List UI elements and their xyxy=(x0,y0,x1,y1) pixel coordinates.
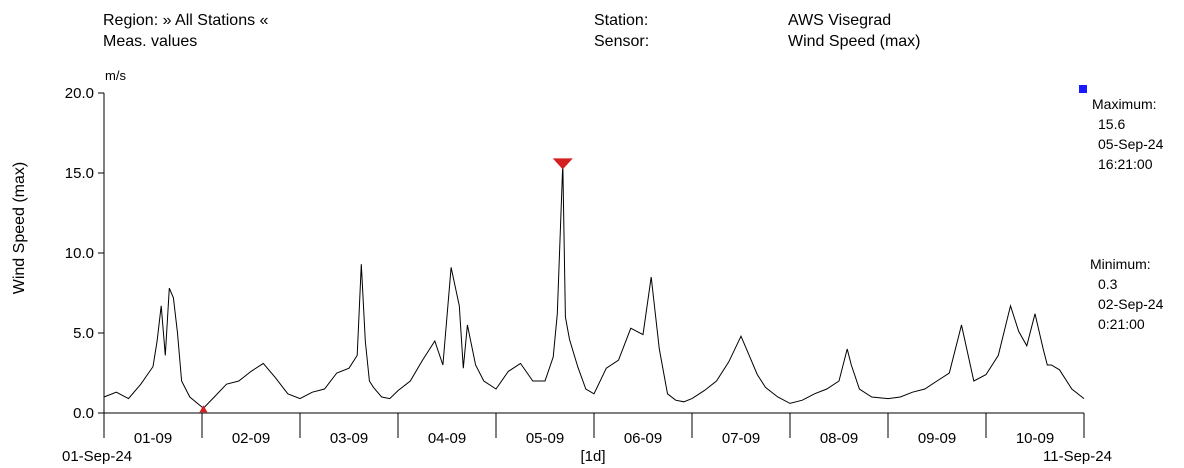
minimum-value: 0.3 xyxy=(1098,276,1118,292)
x-tick-label: 03-09 xyxy=(330,430,368,447)
sensor-key: Sensor: xyxy=(594,33,650,50)
maximum-value: 15.6 xyxy=(1098,116,1126,132)
chart-axes xyxy=(98,92,1085,438)
x-interval-label: [1d] xyxy=(580,448,605,465)
minimum-time: 0:21:00 xyxy=(1098,316,1145,332)
x-tick-label: 02-09 xyxy=(232,430,270,447)
max-marker xyxy=(552,158,573,170)
meas-values-label: Meas. values xyxy=(103,33,198,50)
minimum-label: Minimum: xyxy=(1090,256,1151,272)
sensor-value: Wind Speed (max) xyxy=(788,33,921,50)
y-unit-label: m/s xyxy=(105,68,126,83)
y-tick-label: 0.0 xyxy=(73,405,94,422)
maximum-time: 16:21:00 xyxy=(1098,156,1153,172)
maximum-label: Maximum: xyxy=(1092,96,1157,112)
y-tick-label: 10.0 xyxy=(65,245,94,262)
station-value: AWS Visegrad xyxy=(788,12,892,29)
x-tick-label: 08-09 xyxy=(820,430,858,447)
station-key: Station: xyxy=(594,12,649,29)
min-marker xyxy=(199,405,208,413)
y-axis-title: Wind Speed (max) xyxy=(11,162,28,295)
legend-square xyxy=(1079,85,1087,93)
y-tick-label: 5.0 xyxy=(73,325,94,342)
chart-labels: 0.0 5.0 10.0 15.0 20.0 m/s Wind Speed (max) 01-… xyxy=(11,68,1112,465)
chart-markers xyxy=(199,158,573,413)
y-tick-label: 20.0 xyxy=(65,85,94,102)
x-tick-label: 01-09 xyxy=(134,430,172,447)
x-tick-label: 07-09 xyxy=(722,430,760,447)
x-end-label: 11-Sep-24 xyxy=(1043,448,1112,465)
x-start-label: 01-Sep-24 xyxy=(62,448,132,465)
x-tick-label: 04-09 xyxy=(428,430,466,447)
region-label: Region: » All Stations « xyxy=(103,12,269,29)
x-tick-label: 10-09 xyxy=(1016,430,1054,447)
y-tick-label: 15.0 xyxy=(65,165,94,182)
minimum-date: 02-Sep-24 xyxy=(1098,296,1164,312)
maximum-date: 05-Sep-24 xyxy=(1098,136,1164,152)
x-tick-label: 05-09 xyxy=(526,430,564,447)
x-tick-label: 06-09 xyxy=(624,430,662,447)
x-tick-label: 09-09 xyxy=(918,430,956,447)
series-line-wind-speed xyxy=(103,163,1085,409)
